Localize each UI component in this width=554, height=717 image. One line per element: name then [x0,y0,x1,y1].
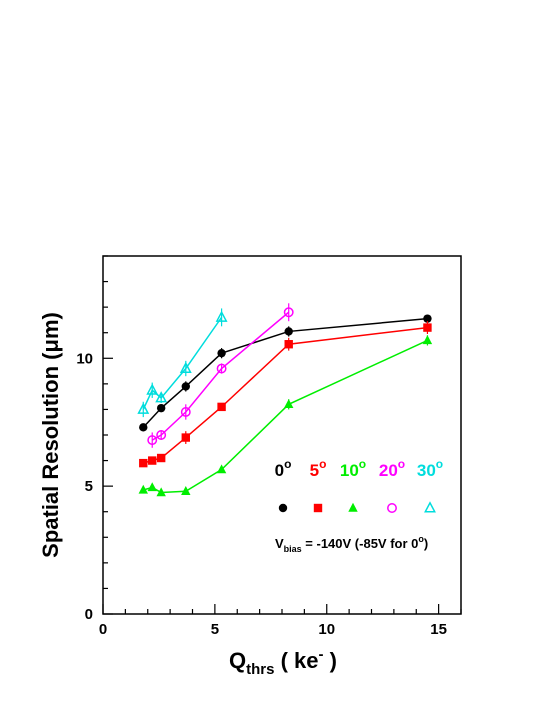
legend-label-3: 20o [379,457,405,480]
data-point-3-2 [180,407,191,417]
legend-label-0: 0o [275,457,292,480]
data-point-1-5 [284,340,293,349]
data-point-2-6 [422,335,433,345]
series-marks-group [137,303,433,497]
x-tick-label: 10 [318,621,335,638]
data-point-3-1 [156,430,167,440]
legend-marker-2 [348,502,358,512]
data-point-2-1 [147,482,157,492]
series-line-0 [142,317,428,428]
legend: 0o 5o 10o 20o 30o [275,457,443,513]
data-point-3-4 [283,307,294,318]
x-axis-title-sup: - [319,646,324,663]
data-point-0-5 [423,314,432,323]
data-point-0-4 [284,327,293,336]
y-tick-label: 10 [76,350,93,367]
y-tick-label: 5 [85,478,93,495]
legend-marker-3 [387,503,397,513]
data-point-2-5 [284,399,294,409]
y-axis-title-end: m) [38,312,63,339]
y-axis-title: Spatial Resolution (μm) [38,312,63,558]
data-point-2-0 [138,484,148,494]
data-point-0-3 [217,348,226,358]
data-point-2-3 [181,486,191,495]
legend-label-4: 30o [417,457,443,480]
legend-label-sup-2: o [359,457,366,471]
bias-annotation: Vbias = -140V (-85V for 0o) [275,534,428,554]
data-point-2-4 [216,464,227,474]
data-point-4-4 [215,310,228,322]
x-axis-title-main: Q [229,648,246,673]
legend-label-text-2: 10 [340,461,359,480]
data-point-0-0 [139,423,148,432]
data-point-2-2 [156,487,166,497]
data-point-1-3 [181,433,190,442]
bias-annotation-main: V [275,536,284,551]
data-point-0-2 [181,382,190,391]
y-tick-label: 0 [85,606,93,623]
data-point-3-0 [147,435,158,446]
legend-label-sup-3: o [398,457,405,471]
data-point-1-4 [217,402,226,412]
bias-annotation-end: ) [424,536,428,551]
legend-label-text-0: 0 [275,461,284,480]
legend-marker-0 [278,503,288,513]
data-point-1-0 [139,458,148,468]
data-point-1-6 [423,323,432,332]
x-tick-label: 15 [430,621,447,638]
legend-label-text-3: 20 [379,461,398,480]
legend-label-1: 5o [310,457,327,480]
bias-annotation-sub: bias [284,544,302,554]
bias-annotation-rest: = -140V (-85V for 0 [302,536,419,551]
legend-label-sup-1: o [319,457,326,471]
y-axis-title-greek: μ [38,339,63,352]
x-tick-label: 0 [99,621,107,638]
data-point-4-1 [146,383,159,395]
series-line-3 [151,311,290,441]
data-point-3-3 [216,363,227,374]
legend-label-text-4: 30 [417,461,436,480]
data-point-1-2 [156,453,166,463]
x-axis-title-rest: ( ke [274,648,318,673]
y-axis-title-main: Spatial Resolution ( [38,352,63,558]
legend-label-text-1: 5 [310,461,319,480]
x-axis-title-sub: thrs [246,661,274,678]
legend-label-sup-4: o [436,457,443,471]
legend-label-sup-0: o [284,457,291,471]
data-point-1-1 [148,456,157,465]
x-axis-title: Qthrs ( ke- ) [229,646,337,678]
data-point-0-1 [156,403,166,413]
data-point-4-2 [155,391,168,403]
x-axis-title-end: ) [324,648,337,673]
axes-group: 0 5 10 15 0 5 10 [76,255,462,638]
x-tick-label: 5 [211,621,219,638]
legend-marker-4 [424,501,436,513]
legend-marker-1 [313,503,323,513]
legend-label-2: 10o [340,457,366,480]
data-point-4-3 [179,361,192,373]
bias-annotation-sup: o [418,534,424,544]
data-point-4-0 [137,402,150,414]
